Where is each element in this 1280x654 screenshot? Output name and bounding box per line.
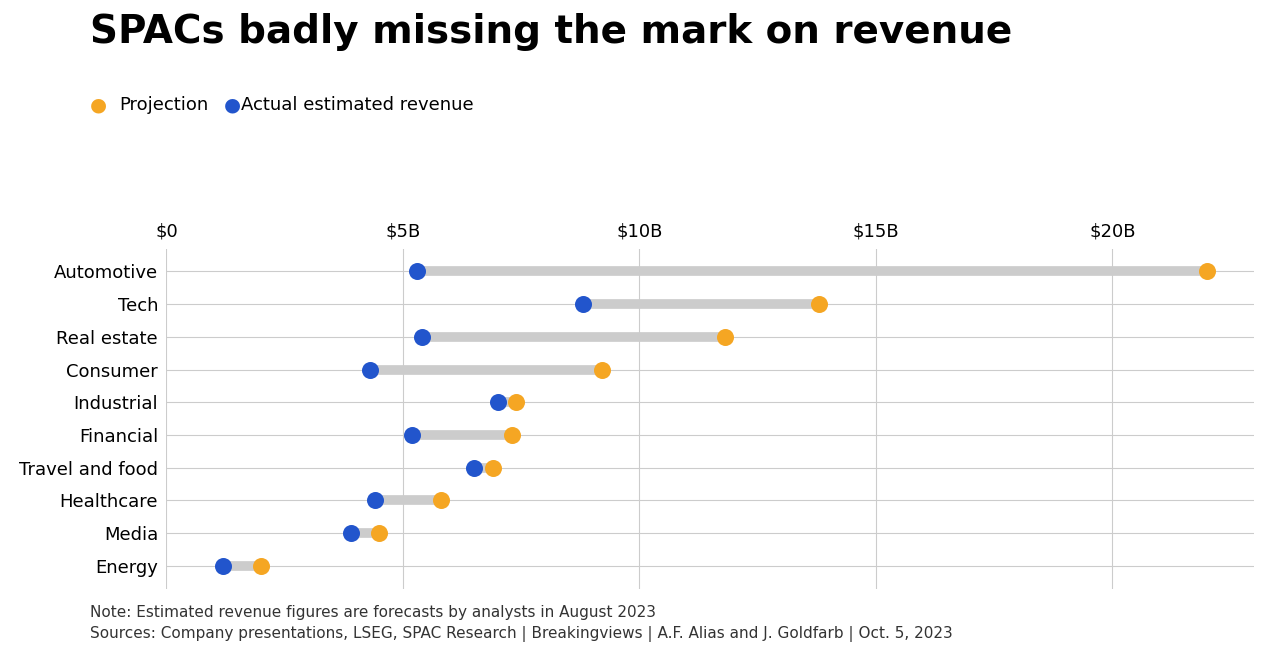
Point [360, 364, 380, 375]
Text: Note: Estimated revenue figures are forecasts by analysts in August 2023: Note: Estimated revenue figures are fore… [90, 605, 655, 620]
Point [1197, 266, 1217, 277]
Point [212, 560, 233, 571]
Point [402, 430, 422, 440]
Point [714, 332, 735, 342]
Point [572, 299, 593, 309]
Text: Sources: Company presentations, LSEG, SPAC Research | Breakingviews | A.F. Alias: Sources: Company presentations, LSEG, SP… [90, 626, 952, 642]
Point [483, 462, 503, 473]
Point [809, 299, 829, 309]
Text: Projection: Projection [119, 95, 209, 114]
Point [407, 266, 428, 277]
Point [488, 397, 508, 407]
Text: ●: ● [90, 95, 106, 114]
Point [369, 528, 389, 538]
Text: ●: ● [224, 95, 241, 114]
Point [591, 364, 612, 375]
Point [502, 430, 522, 440]
Text: SPACs badly missing the mark on revenue: SPACs badly missing the mark on revenue [90, 13, 1012, 51]
Point [251, 560, 271, 571]
Point [365, 495, 385, 506]
Point [412, 332, 433, 342]
Point [506, 397, 526, 407]
Point [430, 495, 451, 506]
Point [463, 462, 484, 473]
Text: Actual estimated revenue: Actual estimated revenue [241, 95, 474, 114]
Point [340, 528, 361, 538]
